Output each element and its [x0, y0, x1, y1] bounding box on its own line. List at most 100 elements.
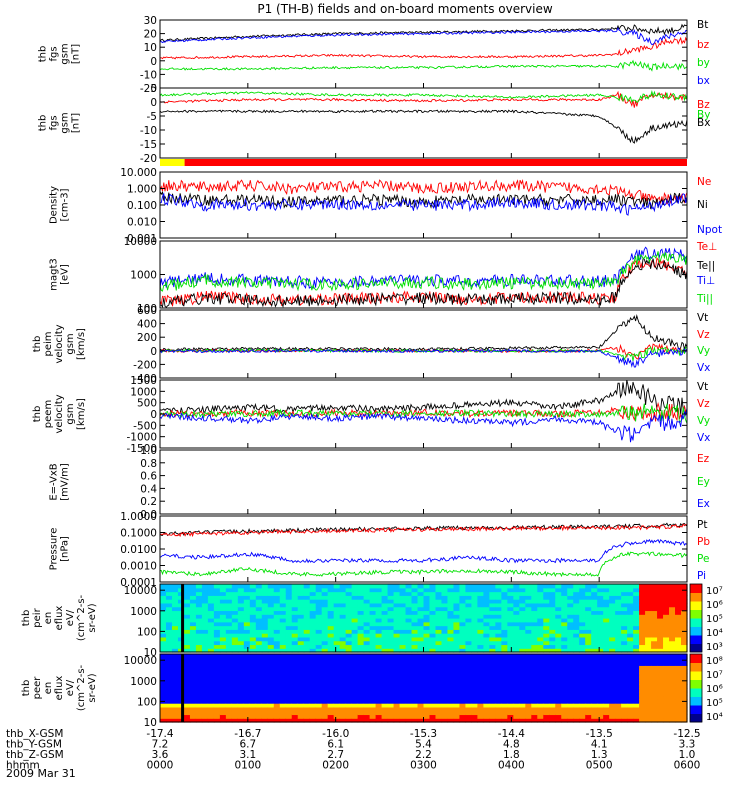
- xaxis-value: 0600: [674, 760, 701, 772]
- peer_eflux-colorbar-tick: 10⁷: [706, 670, 723, 681]
- series-peem_velocity-Vy: [159, 402, 688, 424]
- legend-efield-2: Ex: [697, 498, 710, 510]
- xaxis-row-label: thb_Y-GSM: [6, 739, 62, 751]
- peim_velocity-ytick: 600: [137, 305, 157, 317]
- xaxis-value: 6.7: [239, 739, 256, 751]
- peer_eflux-colorbar-tick: 10⁸: [706, 656, 723, 667]
- temperature-ytick: 100: [137, 303, 157, 315]
- peir_eflux-ytick: 100: [137, 626, 157, 638]
- peem_velocity-ytick: -1500: [126, 443, 157, 455]
- legend-peem_velocity-1: Vz: [697, 398, 710, 410]
- legend-temperature-2: Ti⊥: [696, 275, 715, 287]
- series-peem_velocity-Vt: [159, 379, 688, 416]
- xaxis-value: 6.1: [327, 739, 344, 751]
- series-fgs_gsm-Bt: [159, 23, 688, 42]
- series-temperature-Ti||: [159, 251, 688, 292]
- xaxis-row-label: thb_Z-GSM: [6, 749, 64, 761]
- efield-ytick: 0.4: [140, 483, 157, 495]
- legend-efield-1: Ey: [697, 476, 710, 488]
- peir_eflux-colorbar-tick: 10³: [706, 642, 723, 653]
- density-ylabel: Density[cm-3]: [49, 186, 71, 224]
- legend-temperature-1: Te||: [696, 260, 715, 272]
- xaxis-value: -16.0: [322, 728, 349, 740]
- panel-efield: 0.00.20.40.60.81.0 E=-VxB[mV/m] Ez Ey Ex: [49, 445, 710, 521]
- peem_velocity-ytick: 1500: [130, 375, 157, 387]
- xaxis-value: 0000: [147, 760, 174, 772]
- legend-pressure-3: Pi: [697, 570, 706, 582]
- fgs_gse_trace-ylabel: thbfgsgsm[nT]: [38, 112, 82, 133]
- xaxis-value: -14.4: [498, 728, 525, 740]
- legend-peem_velocity-2: Vy: [697, 415, 710, 427]
- legend-temperature-3: Ti||: [696, 293, 713, 305]
- peir_eflux-colorbar-tick: 10⁵: [706, 614, 723, 625]
- series-peem_velocity-Vx: [159, 407, 688, 443]
- peem_velocity-ytick: 500: [137, 398, 157, 410]
- xaxis-value: 2.7: [327, 749, 344, 761]
- peem_velocity-ytick: -500: [133, 420, 157, 432]
- legend-temperature-0: Te⊥: [696, 241, 717, 253]
- peir_eflux-colorbar-tick: 10⁶: [706, 600, 723, 611]
- peim_velocity-ytick: 400: [137, 319, 157, 331]
- legend-pressure-1: Pb: [697, 536, 710, 548]
- legend-density-1: Ni: [697, 199, 708, 211]
- xaxis-value: 4.1: [591, 739, 608, 751]
- peir_eflux-data-gap: [181, 584, 185, 652]
- peim_velocity-ytick: 0: [150, 346, 157, 358]
- peer_eflux-ytick: 1000: [130, 676, 157, 688]
- series-fgs_gse_trace-By: [159, 89, 688, 104]
- peer_eflux-ytick: 100: [137, 696, 157, 708]
- panel-mode_bar: [160, 159, 688, 166]
- efield-frame: [159, 449, 688, 515]
- pressure-ytick: 0.0010: [120, 561, 157, 573]
- legend-fgs_gse_trace-1: By: [697, 109, 710, 121]
- legend-peem_velocity-0: Vt: [697, 381, 708, 393]
- pressure-ytick: 0.0001: [120, 577, 157, 589]
- series-pressure-Pb: [159, 523, 687, 538]
- efield-ylabel: E=-VxB[mV/m]: [49, 463, 71, 501]
- peer_eflux-ytick: 10000: [124, 655, 157, 667]
- density-ytick: 1.000: [127, 184, 157, 196]
- series-peem_velocity-Vz: [159, 401, 688, 422]
- legend-fgs_gsm-1: bz: [697, 39, 710, 51]
- pressure-ytick: 0.0100: [120, 544, 157, 556]
- pressure-ytick: 1.0000: [120, 511, 157, 523]
- legend-density-2: Npot: [697, 224, 722, 236]
- peer_eflux-cells: [160, 654, 688, 723]
- density-ytick: 10.000: [120, 167, 157, 179]
- series-fgs_gsm-bx: [159, 26, 688, 46]
- panel-peer_eflux: 10⁴ 10⁵ 10⁶ 10⁷ 10⁸ 10 100 1000 10000 thbpeerenef…: [21, 653, 723, 729]
- fgs_gse_trace-ytick: 0: [150, 97, 157, 109]
- pressure-ylabel: Pressure[nPa]: [49, 528, 71, 571]
- series-pressure-Pi: [159, 538, 688, 564]
- series-temperature-Te||: [159, 256, 688, 309]
- legend-peim_velocity-0: Vt: [697, 312, 708, 324]
- peim_velocity-ytick: -400: [133, 373, 157, 385]
- peer_eflux-data-gap: [181, 654, 185, 722]
- peir_eflux-colorbar-tick: 10⁷: [706, 586, 723, 597]
- peem_velocity-ytick: 0: [150, 409, 157, 421]
- fgs_gsm-ytick: 30: [144, 15, 157, 27]
- xaxis-value: 1.3: [591, 749, 608, 761]
- efield-ytick: 1.0: [140, 445, 157, 457]
- legend-peim_velocity-1: Vz: [697, 329, 710, 341]
- xaxis-value: 0300: [410, 760, 437, 772]
- legend-peim_velocity-3: Vx: [697, 362, 710, 374]
- series-fgs_gsm-by: [159, 59, 688, 72]
- xaxis-row-label: hhmm: [6, 760, 40, 772]
- density-ytick: 0.001: [127, 233, 157, 245]
- peer_eflux-colorbar-tick: 10⁴: [706, 712, 723, 723]
- temperature-ytick: 1000: [130, 270, 157, 282]
- series-fgs_gse_trace-Bz: [159, 90, 688, 108]
- series-peim_velocity-Vx: [159, 347, 688, 368]
- x-axis-labels: thb_X-GSM -17.4 -16.7 -16.0 -15.3 -14.4 -13.5 -…: [6, 728, 701, 772]
- peim_velocity-frame: [159, 309, 688, 379]
- fgs_gse_trace-ytick: -20: [140, 153, 157, 165]
- legend-pressure-0: Pt: [697, 519, 707, 531]
- peem_velocity-ylabel: thbpeemvelocitygsm[km/s]: [32, 394, 87, 433]
- fgs_gse_trace-ytick: 5: [150, 83, 157, 95]
- xaxis-value: 3.1: [239, 749, 256, 761]
